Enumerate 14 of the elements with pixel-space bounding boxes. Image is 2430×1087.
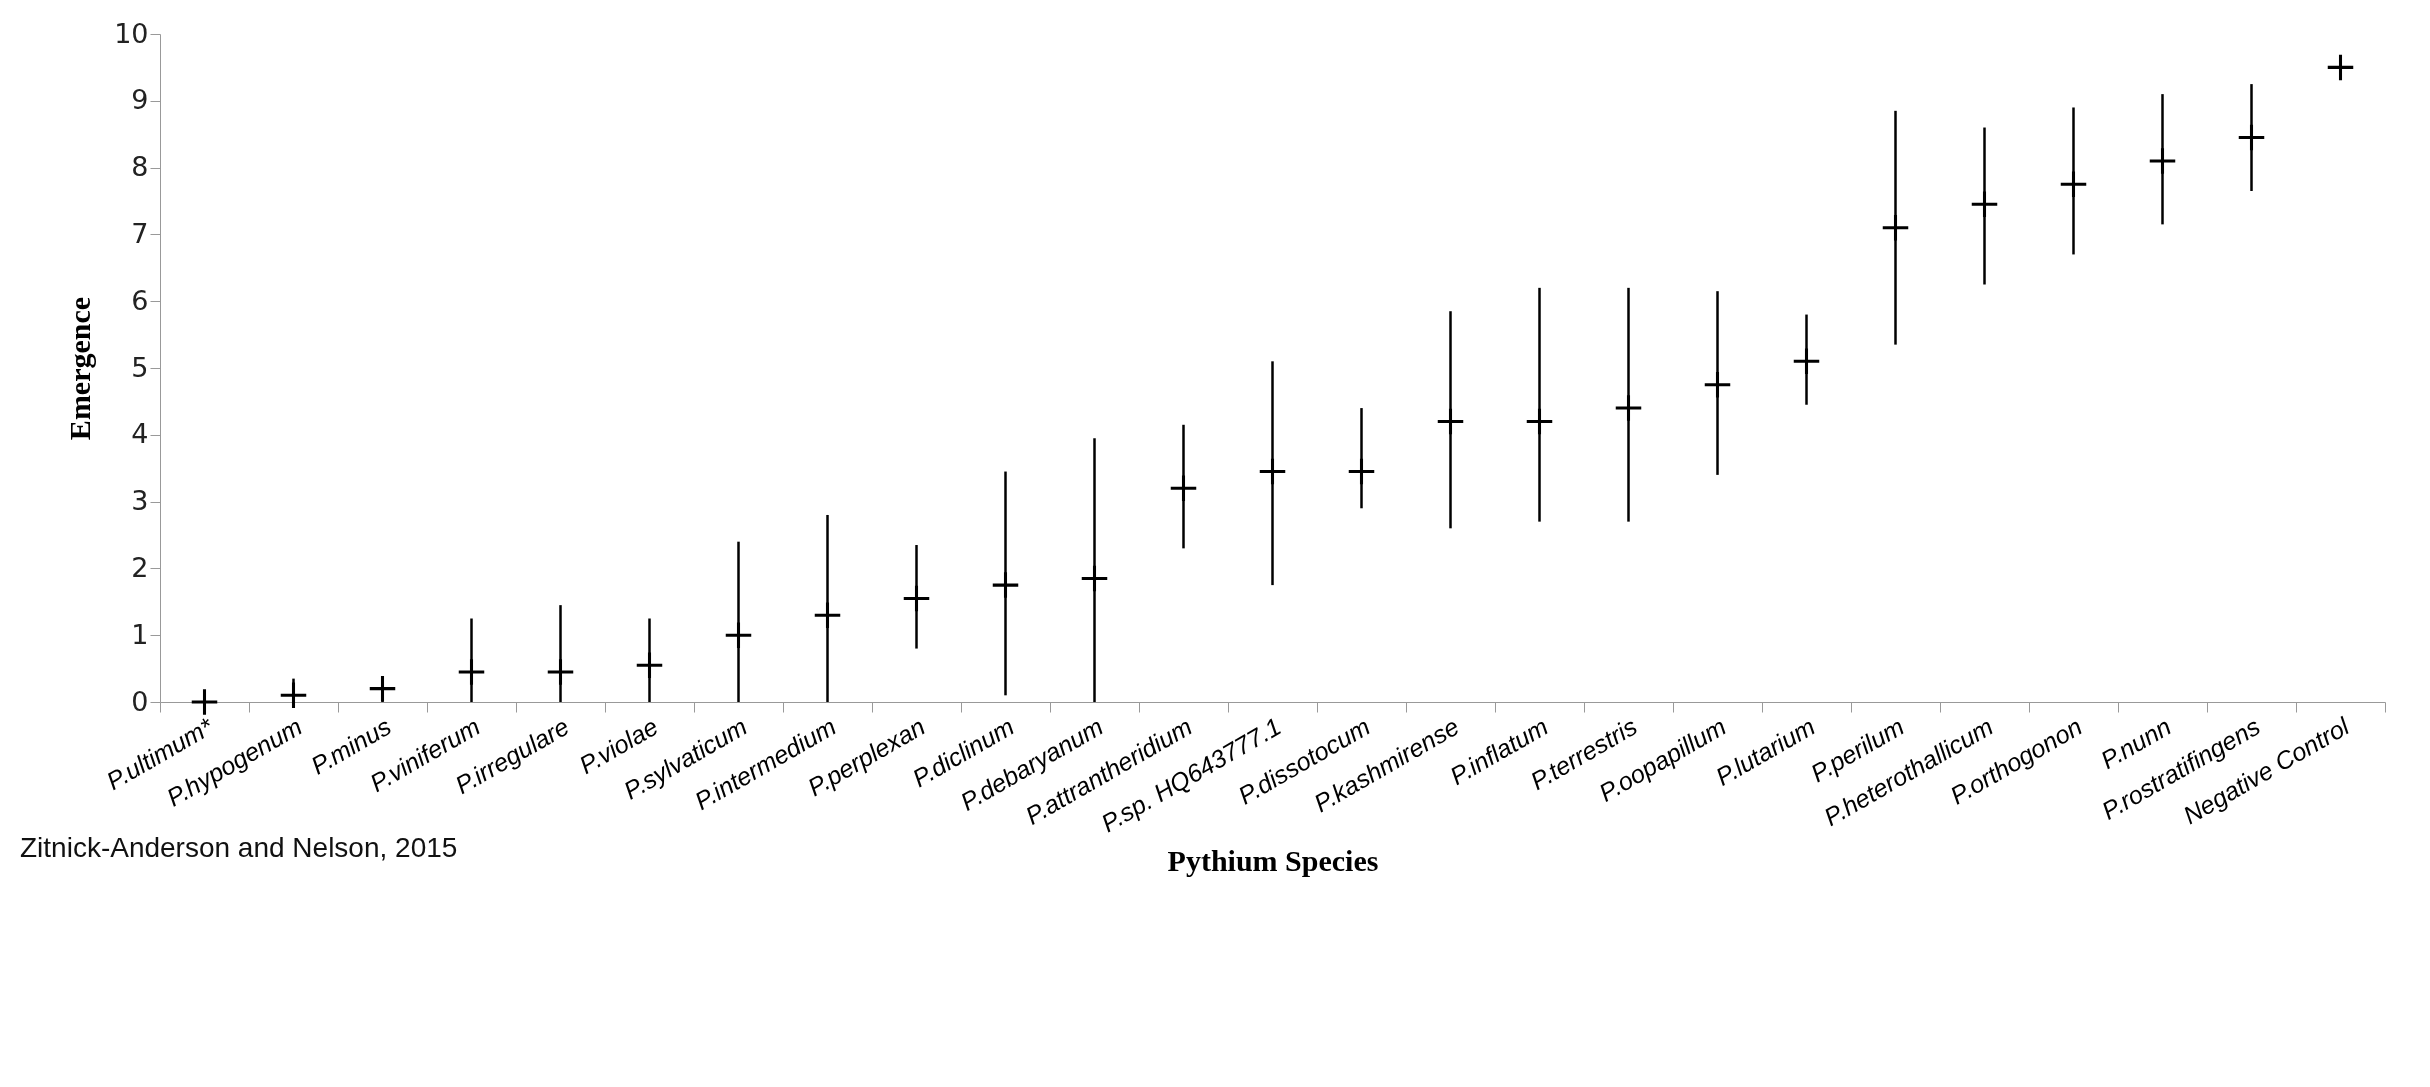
x-axis-title: Pythium Species	[1167, 844, 1379, 878]
y-tick-label: 6	[131, 284, 149, 316]
y-axis-title: Emergence	[63, 296, 97, 441]
y-tick-label: 3	[131, 485, 149, 517]
text: Zitnick-Anderson and Nelson, 2015	[20, 831, 458, 863]
y-tick-label: 5	[131, 351, 149, 383]
y-tick-label: 7	[131, 217, 149, 249]
y-tick-label: 8	[131, 151, 149, 183]
y-tick-label: 1	[131, 618, 149, 650]
y-tick-label: 0	[131, 685, 149, 717]
y-tick-label: 2	[131, 551, 149, 583]
y-tick-label: 10	[114, 17, 149, 49]
y-tick-label: 9	[131, 84, 149, 116]
y-tick-label: 4	[131, 418, 149, 450]
